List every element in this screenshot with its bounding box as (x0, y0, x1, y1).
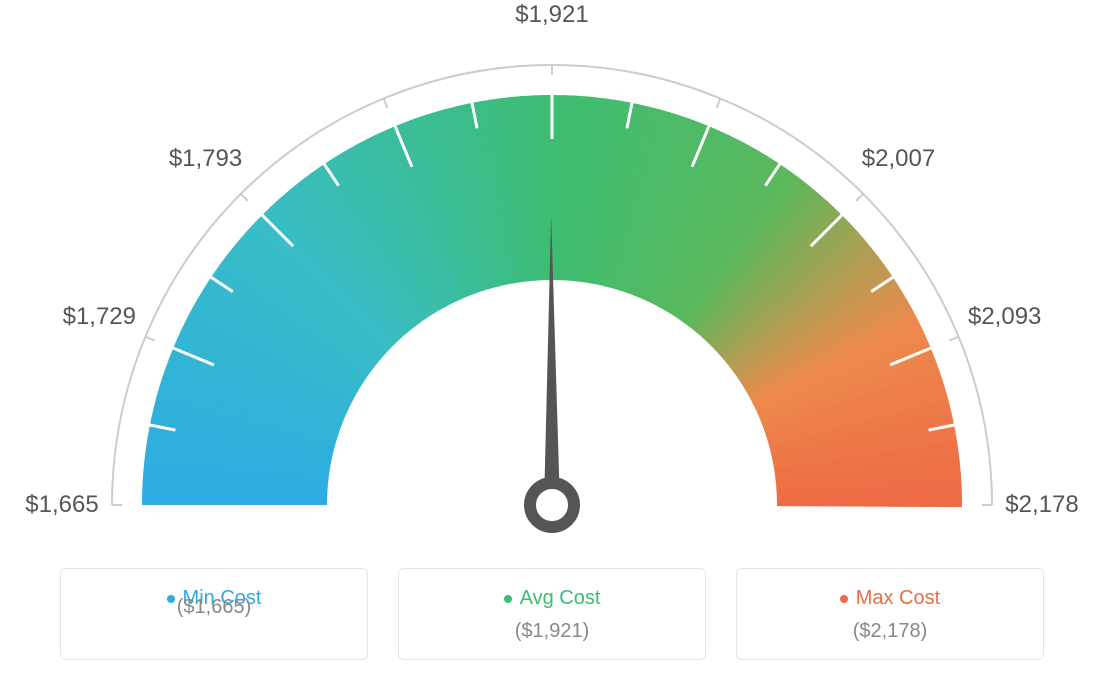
dot-icon (167, 595, 175, 603)
gauge-svg (0, 0, 1104, 545)
legend-value: ($1,921) (409, 620, 695, 643)
legend-card-max: Max Cost ($2,178) (736, 568, 1044, 660)
legend-label: Max Cost (856, 587, 940, 610)
cost-gauge-chart: $1,665 $1,729 $1,793 $1,921 $2,007 $2,093 $2,1… (0, 0, 1104, 690)
legend-card-min: Min Cost ($1,665) (60, 568, 368, 660)
legend-title-max: Max Cost (840, 587, 940, 610)
gauge-area: $1,665 $1,729 $1,793 $1,921 $2,007 $2,093 $2,1… (0, 0, 1104, 545)
gauge-tick-label: $1,921 (515, 1, 588, 29)
gauge-tick-label: $1,665 (25, 491, 98, 519)
gauge-tick-label: $1,729 (63, 303, 136, 331)
legend-value: ($2,178) (747, 620, 1033, 643)
gauge-tick-label: $2,007 (862, 145, 935, 173)
dot-icon (840, 595, 848, 603)
gauge-tick-label: $2,178 (1005, 491, 1078, 519)
legend-title-avg: Avg Cost (504, 587, 601, 610)
dot-icon (504, 595, 512, 603)
gauge-tick-label: $1,793 (169, 145, 242, 173)
legend-label: Avg Cost (520, 587, 601, 610)
legend-card-avg: Avg Cost ($1,921) (398, 568, 706, 660)
gauge-tick-label: $2,093 (968, 303, 1041, 331)
legend-row: Min Cost ($1,665) Avg Cost ($1,921) Max … (60, 568, 1044, 660)
legend-value: ($1,665) (71, 596, 357, 619)
